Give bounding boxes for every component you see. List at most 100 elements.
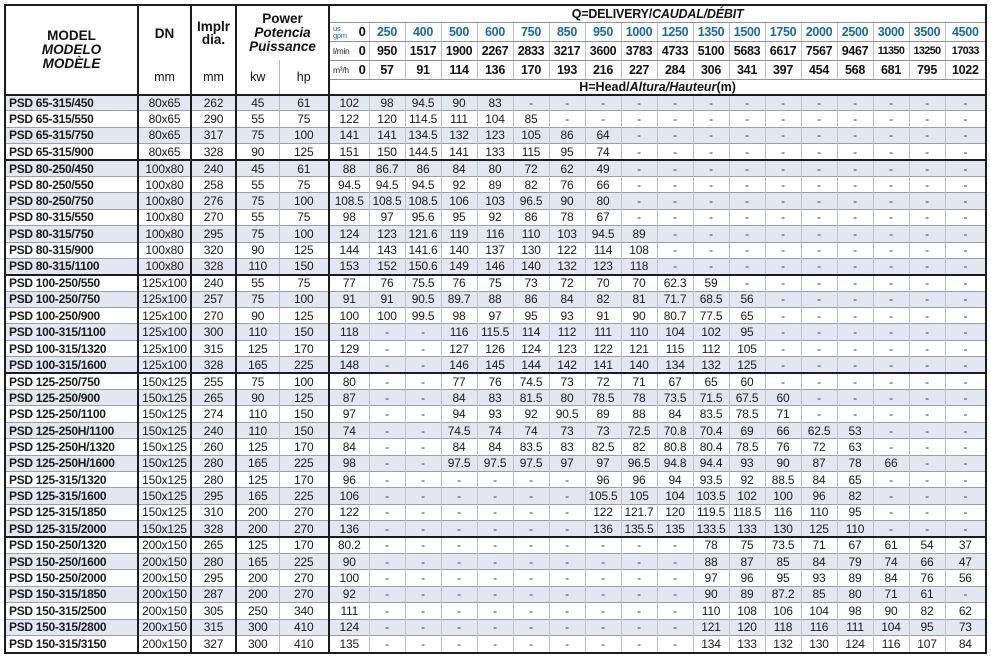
gpm-value-cell: 250 bbox=[368, 22, 406, 42]
table-row: PSD 125-250H/1600 150x125 280 165 225 98- -97.… bbox=[6, 454, 986, 472]
head-value-cell: 142 bbox=[548, 356, 586, 374]
head-value-cell: 85 bbox=[800, 585, 838, 603]
impeller-dia-cell: 280 bbox=[190, 470, 236, 488]
head-value-cell: 97 bbox=[368, 208, 406, 226]
gpm-value-cell: 3500 bbox=[908, 22, 946, 42]
head-value-cell: - bbox=[908, 143, 946, 161]
dn-cell: 100x80 bbox=[137, 175, 191, 193]
head-value-cell: - bbox=[836, 290, 874, 308]
head-value-cell: 121 bbox=[620, 339, 658, 357]
head-value-cell: - bbox=[548, 602, 586, 619]
head-value-cell: - bbox=[872, 257, 910, 275]
m3h-value-cell: 568 bbox=[836, 60, 874, 80]
head-value-cell: 98 bbox=[368, 93, 406, 111]
m3h-value-cell: 306 bbox=[692, 60, 730, 80]
kw-cell: 75 bbox=[235, 372, 279, 390]
head-value-cell: 98 bbox=[440, 307, 478, 324]
head-value-cell: - bbox=[440, 552, 478, 570]
head-value-cell: 103 bbox=[476, 192, 514, 210]
dn-cell: 125x100 bbox=[137, 290, 191, 308]
head-value-cell: 99.5 bbox=[404, 307, 442, 324]
head-value-cell: 94.5 bbox=[328, 175, 370, 193]
head-value-cell: 114.5 bbox=[404, 110, 442, 128]
head-value-cell: - bbox=[944, 93, 986, 111]
head-value-cell: - bbox=[764, 257, 802, 275]
kw-cell: 165 bbox=[235, 552, 279, 570]
head-value-cell: - bbox=[548, 634, 586, 652]
model-cell: PSD 125-315/2000 bbox=[6, 520, 138, 538]
head-value-cell: 114 bbox=[584, 241, 622, 259]
head-value-cell: - bbox=[764, 126, 802, 144]
head-value-cell: 141 bbox=[328, 126, 370, 144]
modele-label: MODÈLE bbox=[42, 55, 101, 71]
head-value-cell: - bbox=[368, 405, 406, 423]
hp-cell: 100 bbox=[278, 192, 330, 210]
head-value-cell: 100 bbox=[328, 569, 370, 587]
head-value-cell: - bbox=[944, 175, 986, 193]
head-value-cell: - bbox=[512, 618, 550, 636]
impeller-dia-cell: 280 bbox=[190, 454, 236, 472]
head-value-cell: - bbox=[764, 110, 802, 128]
model-cell: PSD 80-250/450 bbox=[6, 159, 138, 177]
head-value-cell: 96.5 bbox=[620, 454, 658, 472]
head-value-cell: - bbox=[548, 569, 586, 587]
head-value-cell: 84 bbox=[476, 438, 514, 456]
impeller-dia-cell: 328 bbox=[190, 520, 236, 538]
hp-cell: 125 bbox=[278, 143, 330, 161]
dn-cell: 100x80 bbox=[137, 159, 191, 177]
head-value-cell: - bbox=[908, 438, 946, 456]
head-value-cell: - bbox=[476, 520, 514, 538]
table-row: PSD 65-315/450 80x65 262 45 61 102 98 94.5 90 83-… bbox=[6, 93, 986, 111]
head-value-cell: 47 bbox=[944, 552, 986, 570]
model-cell: PSD 100-315/1320 bbox=[6, 339, 138, 357]
head-value-cell: 97 bbox=[692, 569, 730, 587]
head-value-cell: 92 bbox=[476, 208, 514, 226]
head-value-cell: 135 bbox=[656, 520, 694, 538]
impeller-dia-cell: 240 bbox=[190, 273, 236, 292]
kw-cell: 45 bbox=[235, 93, 279, 111]
head-value-cell: 104 bbox=[800, 602, 838, 619]
gpm-value-cell: 1000 bbox=[620, 22, 658, 42]
head-value-cell: - bbox=[764, 323, 802, 341]
head-value-cell: - bbox=[584, 602, 622, 619]
kw-cell: 250 bbox=[235, 602, 279, 619]
head-value-cell: 73 bbox=[584, 421, 622, 439]
lmin-value-cell: 3783 bbox=[620, 41, 658, 61]
head-value-cell: - bbox=[368, 552, 406, 570]
hp-cell: 270 bbox=[278, 520, 330, 538]
dn-cell: 125x100 bbox=[137, 307, 191, 324]
impeller-dia-cell: 295 bbox=[190, 569, 236, 587]
head-value-cell: - bbox=[476, 503, 514, 521]
head-value-cell: - bbox=[836, 126, 874, 144]
dn-cell: 80x65 bbox=[137, 110, 191, 128]
head-value-cell: - bbox=[476, 634, 514, 652]
head-value-cell: - bbox=[836, 273, 874, 292]
head-value-cell: 89.7 bbox=[440, 290, 478, 308]
head-value-cell: - bbox=[944, 225, 986, 243]
head-value-cell: - bbox=[872, 110, 910, 128]
head-value-cell: 83 bbox=[548, 438, 586, 456]
dn-cell: 80x65 bbox=[137, 126, 191, 144]
head-value-cell: 146 bbox=[476, 257, 514, 275]
kw-cell: 125 bbox=[235, 339, 279, 357]
m3h-value-cell: 284 bbox=[656, 60, 694, 80]
head-value-cell: 94 bbox=[656, 470, 694, 488]
head-value-cell: - bbox=[908, 339, 946, 357]
head-value-cell: 132 bbox=[440, 126, 478, 144]
head-value-cell: - bbox=[872, 405, 910, 423]
head-value-cell: - bbox=[404, 552, 442, 570]
head-value-cell: 76 bbox=[548, 175, 586, 193]
m3h-value-cell: 341 bbox=[728, 60, 766, 80]
table-row: PSD 100-250/900 125x100 270 90 125 100 100 99.5… bbox=[6, 307, 986, 324]
head-value-cell: - bbox=[800, 257, 838, 275]
head-value-cell: 110 bbox=[512, 225, 550, 243]
table-row: PSD 80-315/1100 100x80 328 110 150 153 152 150.… bbox=[6, 257, 986, 275]
kw-cell: 110 bbox=[235, 405, 279, 423]
head-value-cell: 94.8 bbox=[656, 454, 694, 472]
lmin-value-cell: 6617 bbox=[764, 41, 802, 61]
dn-cell: 200x150 bbox=[137, 618, 191, 636]
head-value-cell: - bbox=[908, 175, 946, 193]
head-value-cell: - bbox=[512, 585, 550, 603]
header-row-title: MODEL MODELO MODÈLE DN Implr dia. Power … bbox=[6, 6, 986, 95]
head-value-cell: - bbox=[404, 536, 442, 554]
